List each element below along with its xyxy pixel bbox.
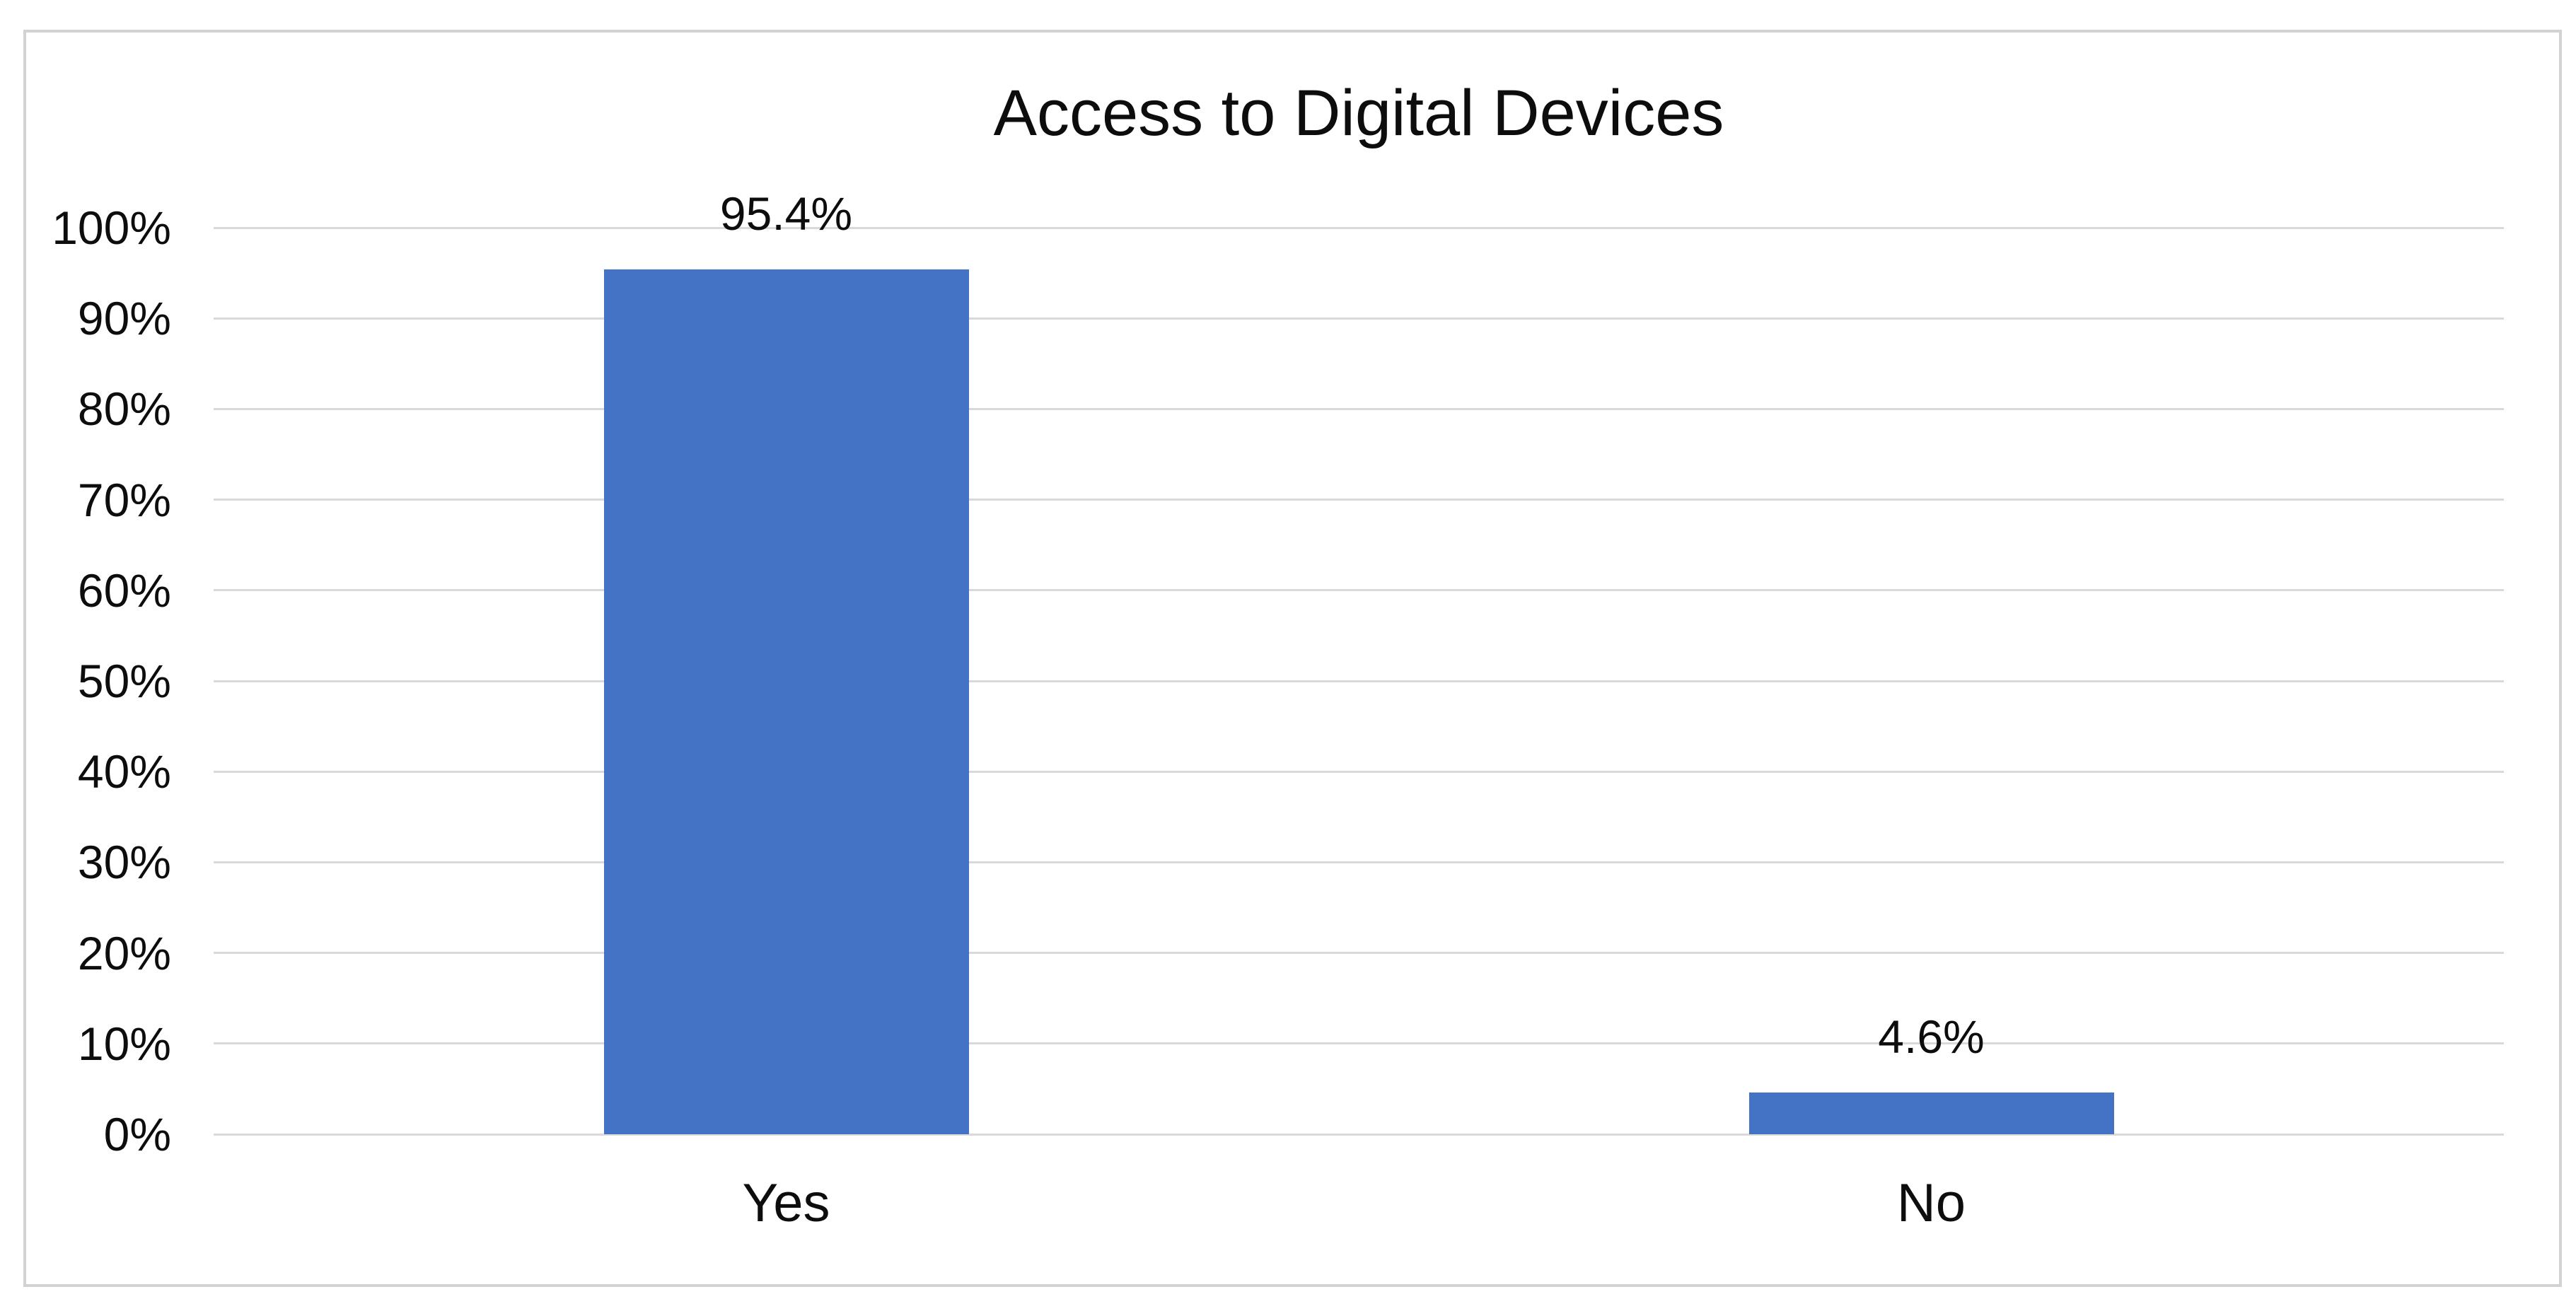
- y-axis-tick-label: 40%: [77, 745, 171, 798]
- gridline: [214, 226, 2504, 229]
- gridline: [214, 589, 2504, 592]
- gridline: [214, 499, 2504, 501]
- bar-no: [1748, 1092, 2114, 1134]
- gridline: [214, 861, 2504, 863]
- gridline: [214, 317, 2504, 320]
- y-axis-tick-label: 10%: [77, 1017, 171, 1070]
- y-axis-tick-label: 0%: [103, 1108, 171, 1160]
- x-axis-category-label: Yes: [742, 1173, 830, 1233]
- gridline: [214, 1133, 2504, 1136]
- gridline: [214, 407, 2504, 410]
- bar-yes: [603, 269, 969, 1134]
- gridline: [214, 770, 2504, 773]
- y-axis-tick-label: 90%: [77, 292, 171, 345]
- bar-value-label: 4.6%: [1878, 1010, 1985, 1064]
- gridline: [214, 680, 2504, 682]
- chart-title: Access to Digital Devices: [993, 77, 1724, 149]
- y-axis-tick-label: 20%: [77, 926, 171, 979]
- bar-value-label: 95.4%: [719, 187, 853, 240]
- gridline: [214, 1042, 2504, 1045]
- y-axis-tick-label: 100%: [52, 202, 171, 254]
- y-axis-tick-label: 30%: [77, 836, 171, 889]
- y-axis-tick-label: 50%: [77, 655, 171, 707]
- chart-frame: [23, 30, 2562, 1287]
- y-axis-tick-label: 60%: [77, 564, 171, 617]
- y-axis-tick-label: 80%: [77, 383, 171, 436]
- y-axis-tick-label: 70%: [77, 473, 171, 526]
- x-axis-category-label: No: [1896, 1173, 1966, 1233]
- gridline: [214, 952, 2504, 955]
